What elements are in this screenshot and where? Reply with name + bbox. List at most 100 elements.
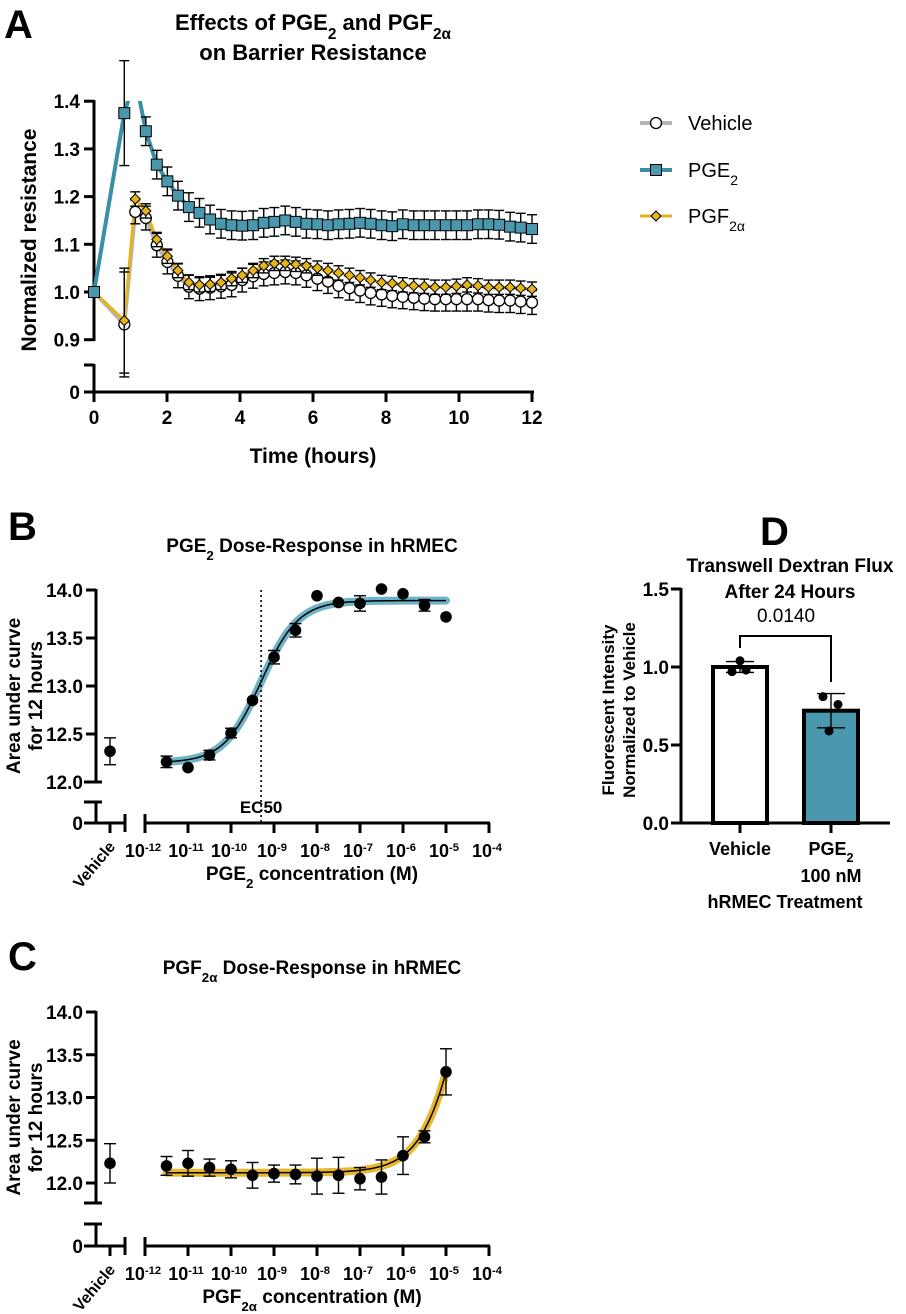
p-value-label: 0.0140 <box>757 606 815 627</box>
panel-c-data-point <box>354 1172 366 1185</box>
panel-a-x-tick-label: 10 <box>448 408 469 429</box>
data-point <box>279 214 292 227</box>
data-point <box>472 280 484 292</box>
data-point <box>504 281 516 293</box>
panel-a-y-tick-label: 1.1 <box>54 235 81 256</box>
panel-c-data-point <box>332 1169 345 1182</box>
data-point <box>204 278 216 291</box>
data-point <box>418 280 431 292</box>
data-point <box>204 213 217 226</box>
panel-b-x-tick-label: 10-12 <box>125 841 161 861</box>
data-point <box>289 215 302 228</box>
panel-c-data-point <box>268 1167 280 1180</box>
data-point <box>247 219 260 232</box>
data-point <box>450 293 463 306</box>
data-point <box>311 262 324 274</box>
data-point <box>450 280 463 292</box>
replicate-point <box>833 699 843 709</box>
data-point <box>364 286 377 300</box>
panel-b-y-tick-label: 13.0 <box>46 677 83 698</box>
panel-c-data-point <box>203 1161 216 1174</box>
panel-b-title: PGE2 Dose-Response in hRMEC <box>166 536 458 563</box>
data-point <box>482 293 495 307</box>
panel-a-y-tick-label: 0.9 <box>54 331 80 352</box>
panel-b-x-tick-label: 10-7 <box>343 841 373 861</box>
data-point <box>440 281 452 293</box>
data-point <box>407 219 420 232</box>
panel-b-data-point <box>268 651 280 663</box>
panel-b-data-point <box>332 596 345 609</box>
panel-c-x-tick-label: 10-7 <box>343 1264 373 1284</box>
data-point <box>429 281 441 293</box>
data-point <box>161 175 174 188</box>
panel-a-x-tick-label: 4 <box>235 408 246 429</box>
panel-letter-d: D <box>760 510 789 554</box>
data-point <box>482 281 495 293</box>
panel-a-y-tick-label: 1.0 <box>54 283 80 304</box>
data-point <box>129 193 141 205</box>
panel-c-y-label: for 12 hours <box>26 1063 47 1173</box>
data-point <box>161 250 174 262</box>
data-point <box>257 216 270 229</box>
data-point <box>493 218 506 231</box>
data-point <box>300 217 313 230</box>
panel-a-title: Effects of PGE2 and PGF2α <box>175 10 452 43</box>
panel-b-data-point <box>160 756 173 768</box>
panel-b-data-point <box>311 589 323 602</box>
data-point <box>450 219 463 232</box>
panel-b-y-tick-label: 14.0 <box>46 581 83 602</box>
data-point <box>461 279 473 291</box>
data-point <box>171 189 184 202</box>
panel-b-x-tick-label: 10-10 <box>211 841 247 861</box>
panel-c-x-tick-label: 10-10 <box>211 1264 247 1284</box>
data-point <box>343 282 356 295</box>
panel-a-x-tick-label: 8 <box>381 408 392 429</box>
panel-d-y-tick-label: 1.5 <box>643 580 670 601</box>
panel-c-x-tick-label: 10-8 <box>300 1264 330 1284</box>
panel-b-y-label: for 12 hours <box>26 641 47 751</box>
panel-b-data-point <box>246 694 259 707</box>
data-point <box>332 267 345 279</box>
replicate-point <box>735 656 745 666</box>
panel-b-y-tick-label: 0 <box>72 814 83 835</box>
panel-c-x-label: PGF2α concentration (M) <box>202 1287 421 1314</box>
panel-c-data-point <box>375 1171 388 1183</box>
panel-a-x-tick-label: 2 <box>162 408 173 429</box>
data-point <box>418 292 431 305</box>
legend-label: Vehicle <box>688 113 753 135</box>
data-point <box>354 216 367 229</box>
data-point <box>460 293 474 306</box>
panel-c-x-tick-label: 10-4 <box>472 1264 503 1284</box>
panel-c-x-tick-label: 10-12 <box>125 1264 161 1284</box>
panel-c-vehicle-point <box>104 1157 116 1170</box>
panel-d-y-tick-label: 0.5 <box>643 736 670 757</box>
panel-b-data-point <box>182 761 194 774</box>
data-point <box>268 215 281 228</box>
panel-c-data-point <box>418 1131 431 1143</box>
data-point <box>492 294 506 307</box>
data-point <box>268 257 281 270</box>
panel-d-y-tick-label: 0.0 <box>643 814 669 835</box>
data-point <box>150 158 163 171</box>
panel-d-y-tick-label: 1.0 <box>643 658 669 679</box>
panel-b-fit-curve <box>166 599 447 763</box>
data-point <box>514 221 527 234</box>
data-point <box>225 272 238 285</box>
panel-a-y-label: Normalized resistance <box>18 129 41 352</box>
data-point <box>397 279 409 291</box>
data-point <box>461 219 474 232</box>
data-point <box>354 271 366 284</box>
panel-b-y-tick-label: 12.0 <box>46 773 83 794</box>
panel-b-data-point <box>418 599 431 612</box>
data-point <box>386 277 398 290</box>
panel-b-vehicle-point <box>104 745 116 758</box>
data-point <box>343 269 356 282</box>
panel-b-data-point <box>397 588 409 600</box>
panel-a-y-tick-label: 0 <box>69 383 80 404</box>
replicate-point <box>727 667 737 677</box>
series-line-1 <box>92 101 533 293</box>
panel-c-y-tick-label: 14.0 <box>46 1003 83 1024</box>
data-point <box>386 289 399 302</box>
panel-a-y-tick-label: 1.4 <box>54 92 81 113</box>
data-point <box>182 201 195 214</box>
